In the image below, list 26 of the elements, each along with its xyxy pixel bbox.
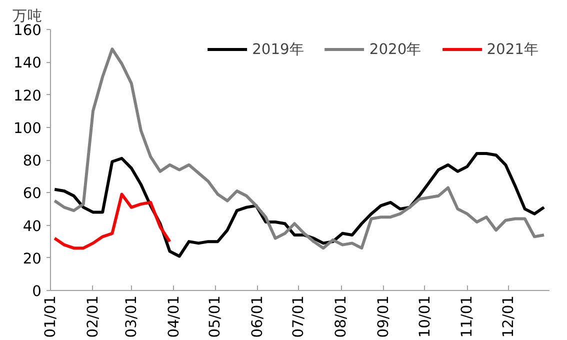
x-tick-label: 03/01 <box>122 295 140 338</box>
x-tick-label: 10/01 <box>416 295 434 338</box>
x-tick-label: 11/01 <box>458 295 476 338</box>
y-tick-label: 60 <box>22 185 42 202</box>
x-tick-label: 09/01 <box>375 295 392 338</box>
legend-label: 2021年 <box>486 40 539 58</box>
y-tick-label: 160 <box>14 22 42 39</box>
line-series <box>53 192 172 250</box>
y-tick-label: 100 <box>14 120 42 137</box>
y-tick-label: 40 <box>22 218 42 235</box>
x-tick-label: 01/01 <box>42 295 59 338</box>
y-tick-label: 140 <box>14 54 42 72</box>
x-tick-label: 02/01 <box>84 295 102 338</box>
legend-label: 2020年 <box>369 40 422 58</box>
y-tick-label: 20 <box>22 250 42 268</box>
y-tick-label: 120 <box>14 87 42 104</box>
x-tick-label: 08/01 <box>332 295 350 338</box>
x-tick-label: 04/01 <box>165 295 182 338</box>
y-tick-label: 80 <box>22 152 42 170</box>
legend-label: 2019年 <box>252 40 304 58</box>
x-tick-label: 05/01 <box>206 295 224 338</box>
x-tick-label: 07/01 <box>290 295 308 338</box>
y-axis-title: 万吨 <box>12 8 42 24</box>
y-tick-label: 0 <box>32 283 42 300</box>
x-tick-label: 12/01 <box>500 295 517 338</box>
x-tick-label: 06/01 <box>249 295 266 338</box>
